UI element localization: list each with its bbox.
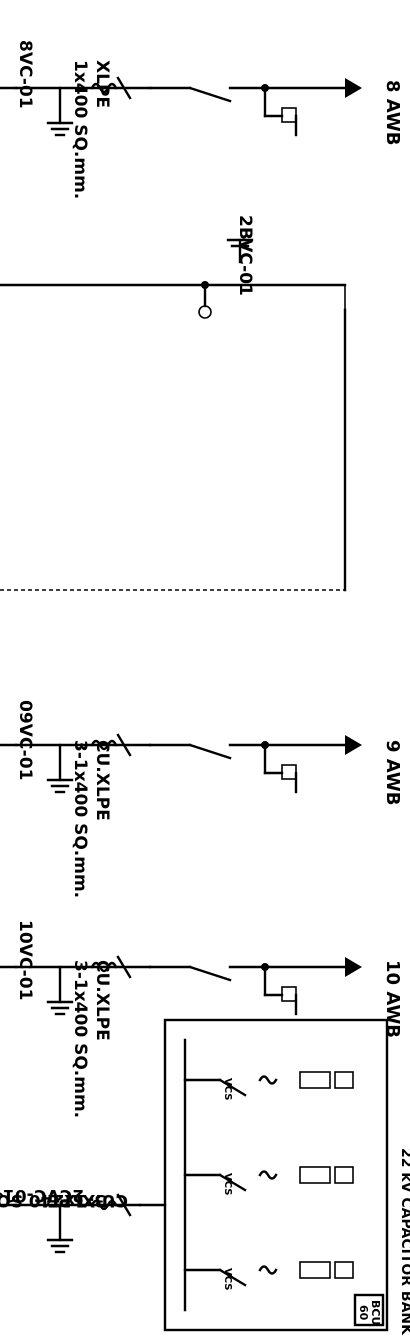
relay-number-label: 60 — [357, 1305, 370, 1321]
cable-size-label: 1x400 SQ.mm. — [70, 60, 90, 199]
current-transformer-icon — [90, 1199, 118, 1211]
feeder-1 — [14, 1193, 142, 1254]
cable-id-label: 8VC-01 — [15, 40, 35, 109]
cable-size-label: 3-1x400 SQ.mm. — [70, 960, 90, 1118]
capacitor-bank-labels: 22 kV CAPACITOR BANK VCS VCS VCS 60 BCU — [222, 1078, 410, 1336]
capacitor-stage-1 — [183, 1261, 354, 1287]
capacitor-bank-title: 22 kV CAPACITOR BANK — [398, 1148, 410, 1336]
cable-id-label: 2CVC-01 — [3, 1185, 84, 1205]
feeder-5 — [14, 76, 362, 137]
earthing-switch-icon — [46, 1203, 74, 1254]
earthing-switch-icon — [46, 965, 74, 1016]
earthing-switch-icon — [226, 238, 254, 264]
cable-id-label: 09VC-01 — [15, 700, 35, 780]
breaker-icon — [148, 735, 362, 760]
feeder-stubs — [0, 86, 18, 1207]
cable-size-label: 3-1x240 SQ.mm. — [0, 1190, 106, 1210]
feeder-labels: 2CVC-01 3-1x240 SQ.mm. CU.XLPE 10VC-01 3… — [0, 40, 403, 1210]
capacitor-stage-3 — [183, 1071, 354, 1097]
cable-type-label: CU.XLPE — [92, 740, 112, 821]
cable-type-label: XLPE — [92, 60, 112, 108]
bus-section — [0, 238, 347, 592]
current-transformer-icon — [90, 739, 118, 751]
earthing-switch-icon — [46, 86, 74, 137]
switch-label: VCS — [222, 1173, 233, 1195]
switch-label: VCS — [222, 1268, 233, 1290]
cable-id-label: 2BVC-01 — [235, 215, 255, 296]
current-transformer-icon — [90, 82, 118, 94]
breaker-tag-label: 8 AWB — [382, 80, 403, 146]
breaker-icon — [148, 78, 362, 103]
capacitor-stage-2 — [183, 1166, 354, 1192]
cable-type-label: CU.XLPE — [92, 960, 112, 1041]
cable-id-label: 10VC-01 — [15, 920, 35, 1000]
feeder-3 — [14, 733, 362, 794]
breaker-tag-label: 10 AWB — [382, 960, 403, 1038]
capacitor-bank — [138, 1018, 389, 1332]
breaker-tag-label: 9 AWB — [382, 740, 403, 806]
cable-size-label: 3-1x400 SQ.mm. — [70, 740, 90, 898]
earthing-switch-icon — [46, 743, 74, 794]
relay-label: BCU — [369, 1300, 382, 1325]
current-transformer-icon — [90, 961, 118, 973]
switch-label: VCS — [222, 1078, 233, 1100]
feeder-2 — [14, 955, 362, 1016]
breaker-icon — [148, 957, 362, 982]
cable-type-label: CU.XLPE — [47, 1190, 128, 1210]
